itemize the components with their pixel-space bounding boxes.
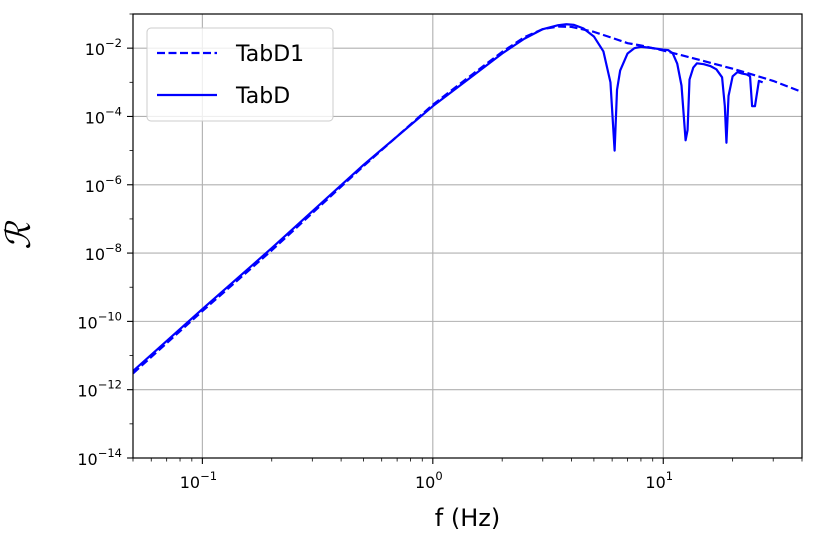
- axis-ticks: 10−1 100 101 10−2 10−4 10−6 10−8 10−10 10−12 10−1…: [77, 13, 803, 492]
- series-line-tabd1: [133, 25, 802, 375]
- y-tick-label: 10−8: [85, 241, 122, 264]
- y-tick-label: 10−10: [77, 309, 122, 332]
- legend-label-tabd1: TabD1: [235, 42, 304, 67]
- x-tick-label: 101: [645, 469, 673, 492]
- y-tick-label: 10−14: [77, 446, 122, 469]
- legend-box: [146, 27, 334, 122]
- x-tick-label: 10−1: [180, 469, 217, 492]
- x-tick-label: 100: [415, 469, 443, 492]
- series-line-tabd: [133, 23, 764, 372]
- legend-label-tabd: TabD: [235, 84, 290, 109]
- y-tick-label: 10−12: [77, 378, 122, 401]
- plot-frame: [132, 13, 803, 459]
- y-tick-label: 10−6: [85, 173, 122, 196]
- x-axis-title: f (Hz): [435, 504, 500, 532]
- series-layer: [133, 23, 802, 375]
- y-tick-label: 10−2: [85, 36, 122, 59]
- legend: TabD1 TabD: [146, 27, 334, 122]
- y-tick-label: 10−4: [85, 104, 122, 127]
- y-axis-title: ℛ: [0, 220, 39, 250]
